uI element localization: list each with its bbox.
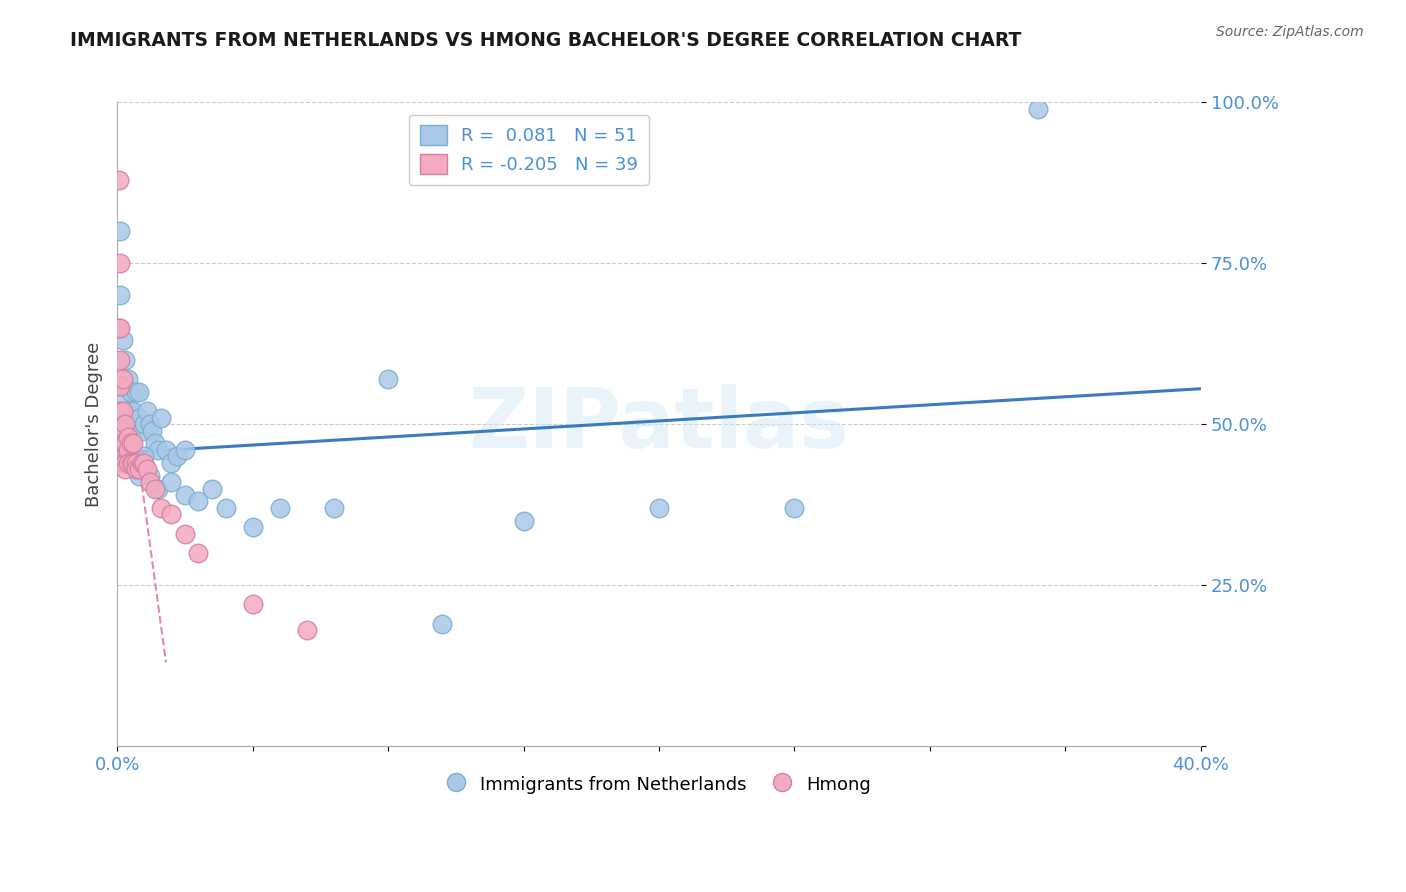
Point [128,410,150,425]
Point [166,450,188,464]
Point [108,392,131,406]
Point [269,500,291,515]
Point [146,442,169,457]
Point [160,475,183,489]
Point [108,288,131,302]
Point [108,320,131,334]
Point [108,404,131,418]
Point [120,430,142,444]
Point [155,442,177,457]
Point [136,462,159,476]
Point [141,424,163,438]
Point [432,616,454,631]
Point [107,172,129,186]
Point [134,456,156,470]
Point [242,520,264,534]
Point [160,508,183,522]
Point [120,384,142,399]
Point [114,404,136,418]
Point [149,500,172,515]
Point [108,424,131,438]
Point [125,462,148,476]
Point [122,456,145,470]
Point [512,514,534,528]
Point [111,404,134,418]
Text: ZIPatlas: ZIPatlas [468,384,849,465]
Point [149,410,172,425]
Point [143,482,166,496]
Point [1026,102,1049,116]
Y-axis label: Bachelor's Degree: Bachelor's Degree [86,342,103,507]
Point [111,372,134,386]
Point [295,623,318,637]
Point [114,436,136,450]
Point [174,442,197,457]
Point [120,404,142,418]
Text: IMMIGRANTS FROM NETHERLANDS VS HMONG BACHELOR'S DEGREE CORRELATION CHART: IMMIGRANTS FROM NETHERLANDS VS HMONG BAC… [70,31,1022,50]
Point [117,372,139,386]
Point [108,442,131,457]
Point [111,334,134,348]
Point [120,456,142,470]
Point [648,500,671,515]
Point [111,456,134,470]
Point [138,468,160,483]
Point [117,430,139,444]
Point [136,404,159,418]
Point [125,456,148,470]
Point [377,372,399,386]
Point [174,526,197,541]
Text: Source: ZipAtlas.com: Source: ZipAtlas.com [1216,25,1364,39]
Point [128,468,150,483]
Point [111,378,134,392]
Point [187,494,209,508]
Point [187,546,209,560]
Point [111,424,134,438]
Point [114,436,136,450]
Point [114,352,136,367]
Point [134,450,156,464]
Point [138,475,160,489]
Point [117,456,139,470]
Point [108,378,131,392]
Point [111,436,134,450]
Point [114,378,136,392]
Point [122,456,145,470]
Point [128,384,150,399]
Point [120,436,142,450]
Point [128,462,150,476]
Point [242,598,264,612]
Point [117,404,139,418]
Point [108,224,131,238]
Point [146,482,169,496]
Point [107,320,129,334]
Point [160,456,183,470]
Point [138,417,160,431]
Point [108,256,131,270]
Point [134,417,156,431]
Point [174,488,197,502]
Point [783,500,806,515]
Point [125,384,148,399]
Point [214,500,236,515]
Point [201,482,224,496]
Point [122,436,145,450]
Point [117,456,139,470]
Point [114,417,136,431]
Point [122,404,145,418]
Point [114,456,136,470]
Point [322,500,344,515]
Point [131,456,153,470]
Legend: Immigrants from Netherlands, Hmong: Immigrants from Netherlands, Hmong [440,767,877,801]
Point [114,462,136,476]
Point [125,417,148,431]
Point [108,352,131,367]
Point [143,436,166,450]
Point [131,424,153,438]
Point [117,442,139,457]
